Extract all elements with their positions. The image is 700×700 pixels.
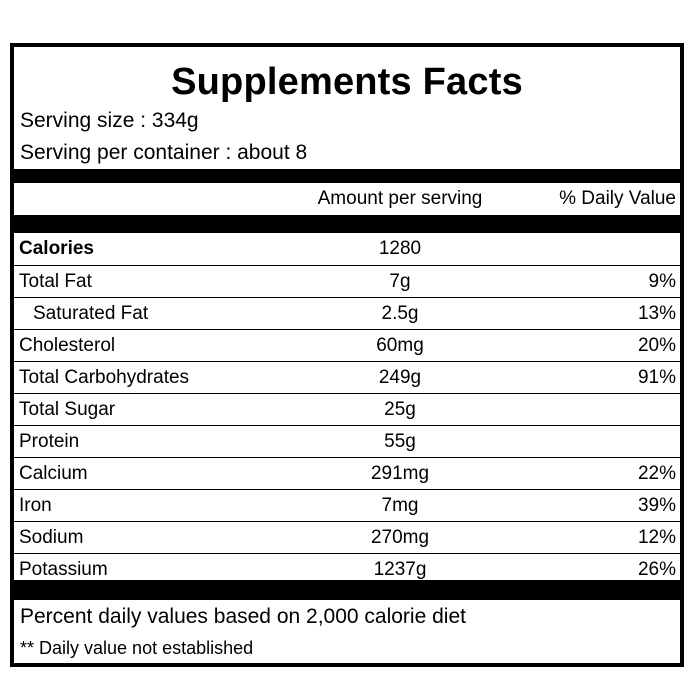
nutrient-name: Cholesterol xyxy=(19,335,116,356)
table-row-iron: Iron 7mg 39% xyxy=(14,489,680,521)
nutrient-name: Total Fat xyxy=(19,271,92,292)
nutrient-name: Protein xyxy=(19,431,80,452)
panel-title: Supplements Facts xyxy=(171,61,523,103)
nutrient-amount: 55g xyxy=(384,431,416,452)
nutrient-daily-value: 12% xyxy=(637,527,676,548)
nutrient-daily-value: 13% xyxy=(637,303,676,324)
table-row-total-fat: Total Fat 7g 9% xyxy=(14,265,680,297)
nutrient-amount: 7mg xyxy=(381,495,419,516)
table-header: Amount per serving % Daily Value xyxy=(14,183,680,215)
thick-divider xyxy=(14,215,680,233)
nutrient-name: Calcium xyxy=(19,463,88,484)
table-row-sodium: Sodium 270mg 12% xyxy=(14,521,680,553)
nutrient-name: Total Carbohydrates xyxy=(19,367,190,388)
nutrient-amount: 2.5g xyxy=(381,303,419,324)
nutrient-amount: 270mg xyxy=(370,527,430,548)
nutrient-daily-value: 22% xyxy=(637,463,676,484)
nutrient-name: Saturated Fat xyxy=(33,303,149,324)
nutrient-daily-value: 26% xyxy=(637,559,676,580)
nutrient-amount: 60mg xyxy=(376,335,424,356)
nutrient-amount: 291mg xyxy=(370,463,430,484)
nutrient-amount: 1280 xyxy=(378,238,422,259)
table-row-potassium: Potassium 1237g 26% xyxy=(14,553,680,585)
table-row-total-sugar: Total Sugar 25g xyxy=(14,393,680,425)
nutrient-amount: 7g xyxy=(389,271,411,292)
nutrient-name: Iron xyxy=(19,495,52,516)
thick-divider xyxy=(14,169,680,183)
not-established-footnote: ** Daily value not established xyxy=(20,638,254,658)
nutrient-name: Sodium xyxy=(19,527,84,548)
nutrient-daily-value: 20% xyxy=(637,335,676,356)
table-row-calories: Calories 1280 xyxy=(14,233,680,265)
nutrient-daily-value: 39% xyxy=(637,495,676,516)
table-row-saturated-fat: Saturated Fat 2.5g 13% xyxy=(14,297,680,329)
nutrient-daily-value: 9% xyxy=(648,271,676,292)
nutrient-amount: 1237g xyxy=(373,559,427,580)
nutrient-amount: 25g xyxy=(384,399,416,420)
daily-value-footnote: Percent daily values based on 2,000 calo… xyxy=(20,605,466,628)
serving-size: Serving size : 334g xyxy=(20,109,199,132)
table-row-cholesterol: Cholesterol 60mg 20% xyxy=(14,329,680,361)
thick-divider xyxy=(14,580,680,600)
nutrient-name: Calories xyxy=(19,238,94,259)
nutrient-daily-value: 91% xyxy=(637,367,676,388)
nutrient-table: Calories 1280 Total Fat 7g 9% Saturated … xyxy=(14,233,680,585)
amount-header: Amount per serving xyxy=(317,188,483,209)
nutrient-amount: 249g xyxy=(378,367,422,388)
servings-per-container: Serving per container : about 8 xyxy=(20,141,308,164)
nutrient-name: Total Sugar xyxy=(19,399,116,420)
table-row-protein: Protein 55g xyxy=(14,425,680,457)
table-row-calcium: Calcium 291mg 22% xyxy=(14,457,680,489)
nutrient-name: Potassium xyxy=(19,559,108,580)
daily-value-header: % Daily Value xyxy=(559,188,676,209)
supplement-facts-panel: Supplements Facts Serving size : 334g Se… xyxy=(10,43,684,667)
table-row-total-carbohydrates: Total Carbohydrates 249g 91% xyxy=(14,361,680,393)
